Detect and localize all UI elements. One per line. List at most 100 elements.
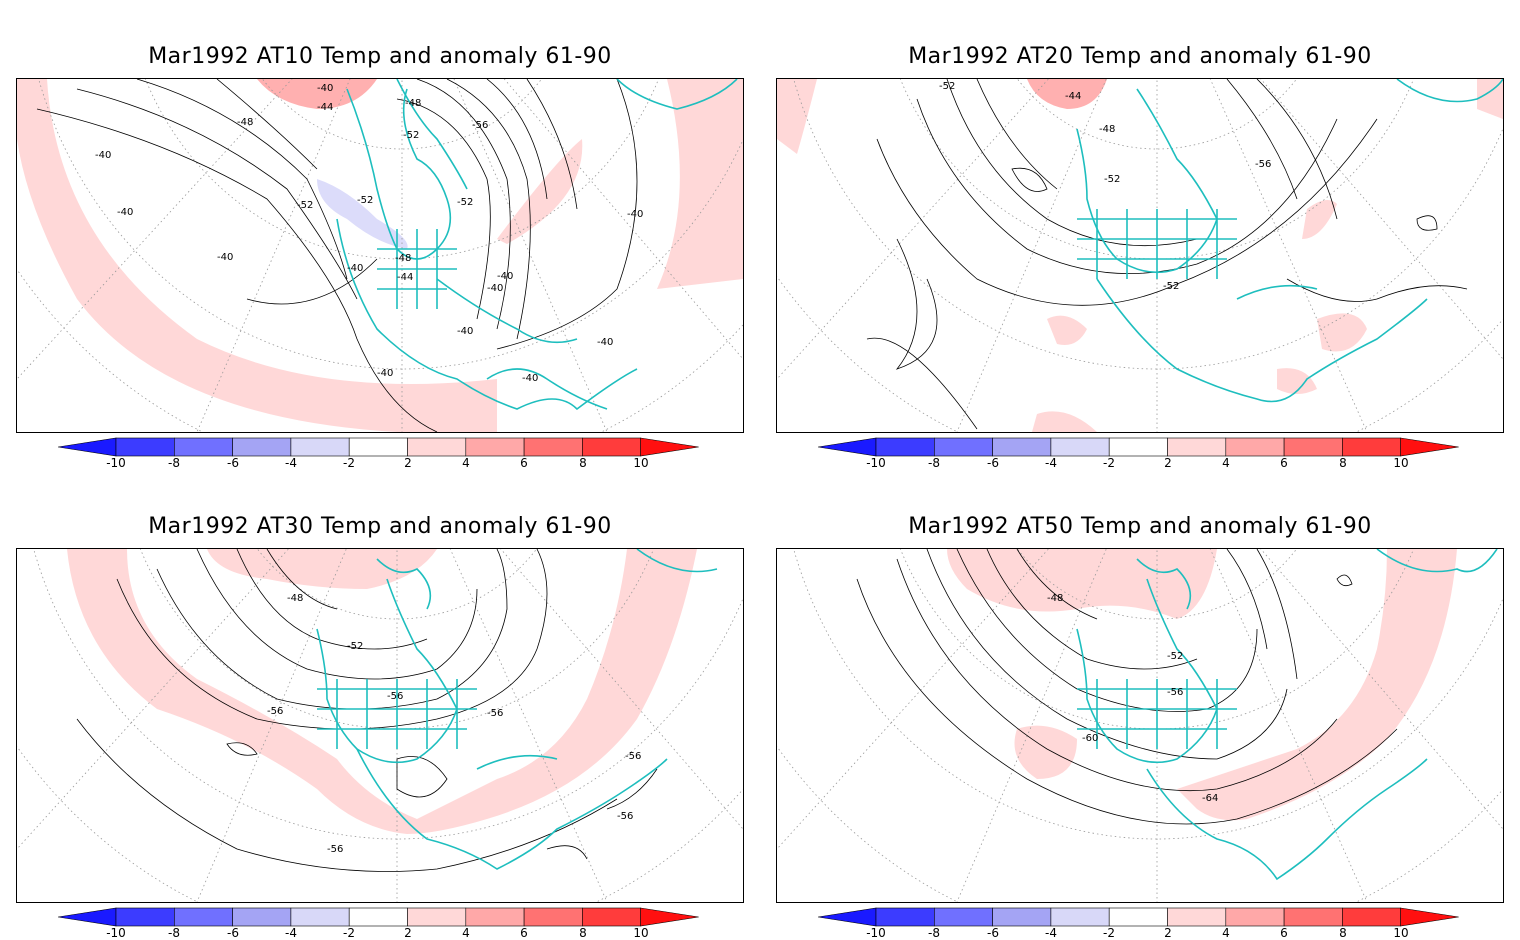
colorbar-tick: 2	[1164, 926, 1172, 940]
warm-anomaly-patch	[1302, 200, 1337, 239]
panel-at10: Mar1992 AT10 Temp and anomaly 61-90	[0, 0, 760, 470]
contour-label: -56	[487, 708, 503, 719]
colorbar-segment	[582, 437, 642, 457]
contour-label: -48	[1099, 124, 1115, 135]
colorbar-tick: -2	[343, 926, 355, 940]
colorbar-segment	[1342, 437, 1402, 457]
contour-label: -56	[327, 844, 343, 855]
warm-anomaly-atlantic	[497, 139, 583, 244]
colorbar-segment	[1342, 907, 1402, 927]
colorbar-tick: 8	[579, 926, 587, 940]
contour-label: -40	[347, 263, 363, 274]
warm-anomaly-patch	[1014, 725, 1077, 779]
colorbar-end-triangle	[818, 437, 877, 457]
panel-at20: Mar1992 AT20 Temp and anomaly 61-90	[760, 0, 1520, 470]
colorbar-tick: 6	[520, 926, 528, 940]
contour-label: -40	[522, 373, 538, 384]
warm-anomaly-north	[947, 549, 1217, 619]
temperature-contours	[76, 549, 658, 872]
colorbar-segment	[1225, 437, 1285, 457]
contour-label: -52	[457, 197, 473, 208]
warm-anomaly-east	[657, 79, 743, 289]
coastlines	[1076, 549, 1498, 881]
colorbar-tick: -2	[1103, 456, 1115, 470]
polar-map-at10: -40 -44 -48 -48 -52 -56 -52 -52 -52 -40 …	[17, 79, 743, 432]
colorbar-tick: -6	[227, 456, 239, 470]
warm-anomaly-patch	[1317, 313, 1367, 352]
colorbar-segment	[465, 437, 525, 457]
panel-title: Mar1992 AT20 Temp and anomaly 61-90	[908, 44, 1372, 69]
contour-label: -40	[457, 326, 473, 337]
colorbar-tick: -6	[987, 456, 999, 470]
panel-title: Mar1992 AT50 Temp and anomaly 61-90	[908, 514, 1372, 539]
contour-label: -40	[117, 207, 133, 218]
colorbar-segment	[174, 907, 233, 927]
colorbar-segment	[115, 437, 175, 457]
warm-anomaly-north	[257, 79, 377, 109]
colorbar-segment	[115, 907, 175, 927]
contour-label: -56	[617, 811, 633, 822]
colorbar-segment	[875, 907, 935, 927]
colorbar-tick: 2	[1164, 456, 1172, 470]
contour-label: -40	[217, 252, 233, 263]
colorbar-tick: 4	[1222, 456, 1230, 470]
graticule	[17, 79, 743, 432]
contour-label: -56	[625, 751, 641, 762]
contour-label: -56	[472, 120, 488, 131]
contour-label: -52	[403, 130, 419, 141]
warm-anomaly-band	[67, 549, 697, 834]
coastlines	[336, 79, 738, 411]
contour-label: -52	[1167, 651, 1183, 662]
warm-anomaly-west	[777, 79, 817, 154]
contour-label: -56	[1167, 687, 1183, 698]
colorbar-tick: 8	[1339, 456, 1347, 470]
contour-label: -40	[597, 337, 613, 348]
colorbar-tick: 4	[462, 926, 470, 940]
colorbar-tick: -4	[285, 456, 297, 470]
contour-label: -44	[1065, 91, 1081, 102]
contour-label: -48	[287, 593, 303, 604]
contour-label: -48	[237, 117, 253, 128]
colorbar-end-triangle	[58, 907, 117, 927]
colorbar-tick: 4	[1222, 926, 1230, 940]
warm-anomaly-ring	[17, 79, 497, 432]
colorbar-tick: 6	[520, 456, 528, 470]
colorbar	[58, 437, 699, 457]
colorbar-end-triangle	[640, 437, 699, 457]
contour-label: -40	[497, 271, 513, 282]
contour-label: -56	[387, 691, 403, 702]
contour-label: -60	[1082, 733, 1098, 744]
colorbar-segment	[1225, 907, 1285, 927]
colorbar-segment	[290, 437, 350, 457]
colorbar-segment	[232, 907, 292, 927]
contour-label: -44	[317, 102, 333, 113]
colorbar-segment	[875, 437, 935, 457]
warm-anomaly-east	[1477, 79, 1503, 119]
colorbar-tick: 6	[1280, 456, 1288, 470]
map-frame: -48 -52 -56 -60 -64	[776, 548, 1504, 903]
colorbar	[818, 907, 1459, 927]
colorbar-segment	[1108, 437, 1168, 457]
contour-label: -52	[1163, 281, 1179, 292]
colorbar-segment	[582, 907, 642, 927]
colorbar-tick: -10	[866, 926, 886, 940]
colorbar-end-triangle	[1400, 437, 1459, 457]
colorbar-tick: 2	[404, 456, 412, 470]
graticule	[777, 79, 1503, 432]
contour-label: -52	[297, 200, 313, 211]
warm-anomaly-patch	[1047, 315, 1087, 345]
colorbar-segment	[1108, 907, 1168, 927]
polar-map-at20: -52 -44 -48 -52 -56 -52	[777, 79, 1503, 432]
colorbar-segment	[1050, 437, 1110, 457]
colorbar-segment	[992, 907, 1052, 927]
colorbar-tick: -8	[168, 456, 180, 470]
contour-label: -48	[405, 98, 421, 109]
contour-label: -44	[397, 272, 413, 283]
colorbar-segment	[407, 907, 467, 927]
contour-label: -40	[627, 209, 643, 220]
colorbar-segment	[1167, 907, 1227, 927]
colorbar-segment	[523, 437, 583, 457]
contour-label: -52	[1104, 174, 1120, 185]
coastlines	[1076, 79, 1503, 403]
contour-label: -40	[95, 150, 111, 161]
